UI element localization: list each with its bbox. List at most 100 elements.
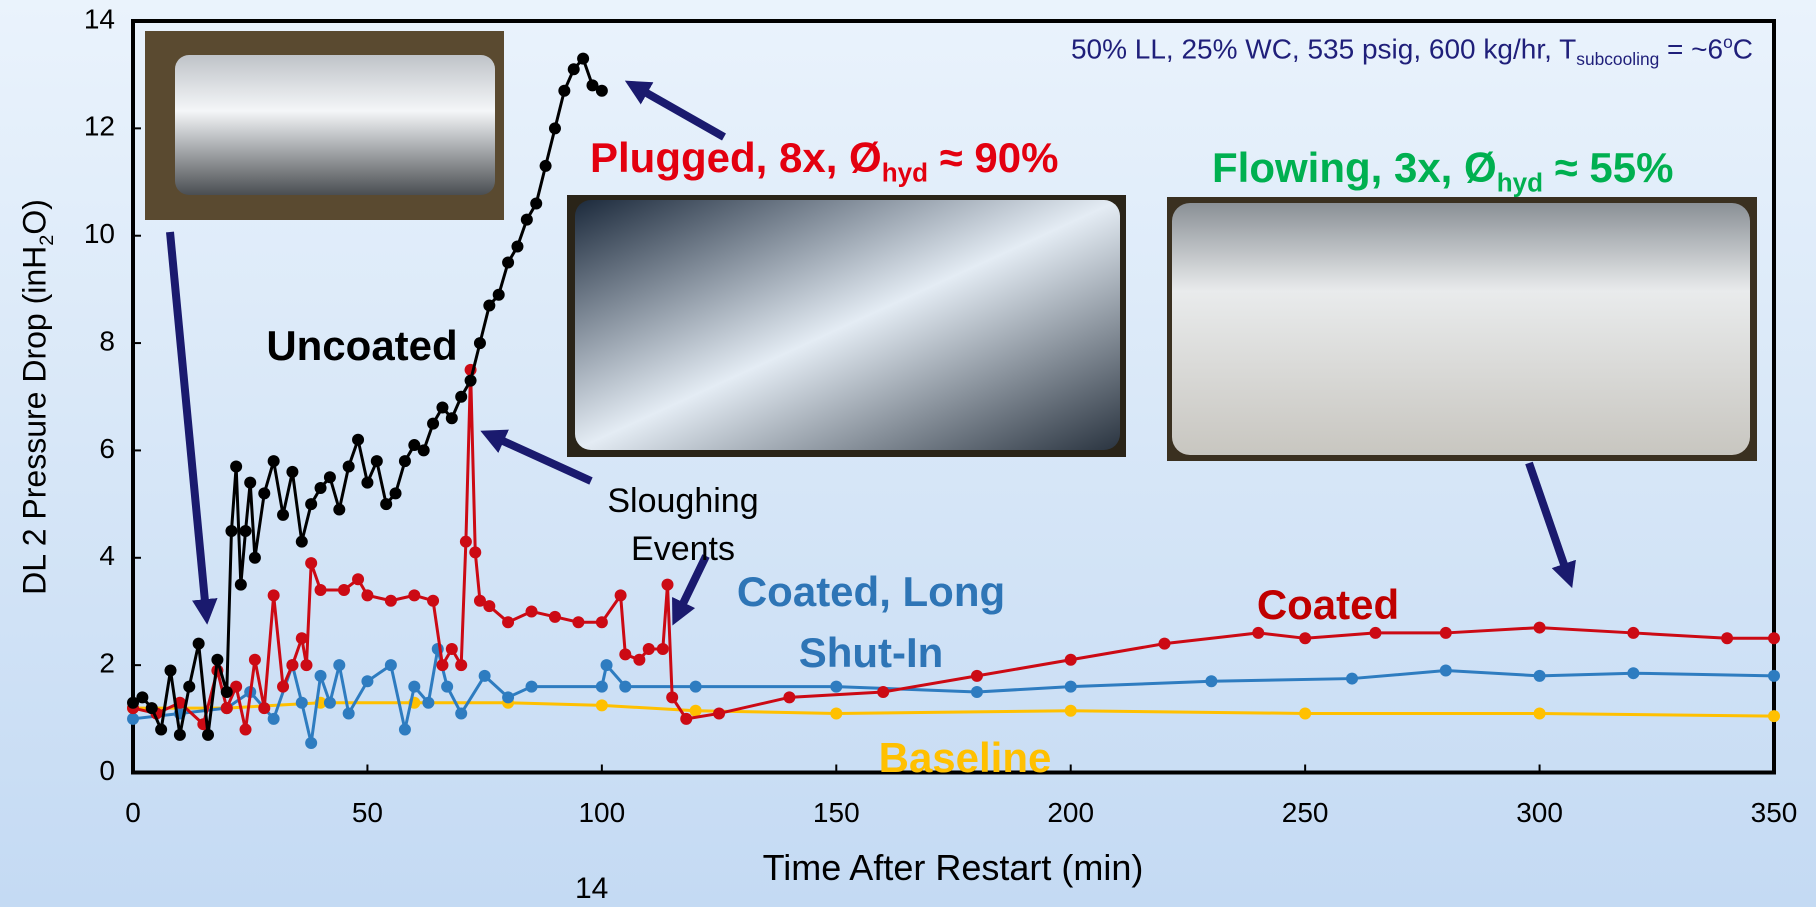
plugged-label: Plugged, 8x, Øhyd ≈ 90% [590,137,1058,185]
point [333,659,345,671]
point [333,503,345,515]
point [155,724,167,736]
point [296,697,308,709]
point [502,691,514,703]
point [502,257,514,269]
point [352,573,364,585]
point [244,477,256,489]
point [511,240,523,252]
point [572,616,584,628]
point [230,461,242,473]
flowing-label: Flowing, 3x, Øhyd ≈ 55% [1212,147,1673,195]
point [305,737,317,749]
y-tick-label: 14 [84,3,115,34]
point [422,697,434,709]
point [352,434,364,446]
point [1534,670,1546,682]
point [315,584,327,596]
point [408,681,420,693]
point [258,702,270,714]
point [408,589,420,601]
point [221,702,233,714]
series-label: Baseline [815,728,1115,789]
page-number: 14 [575,874,608,904]
point [146,702,158,714]
point [1346,673,1358,685]
point [1065,654,1077,666]
x-axis-label: Time After Restart (min) [763,850,1144,886]
point [877,686,889,698]
point [455,391,467,403]
point [380,498,392,510]
point [371,455,383,467]
point [568,63,580,75]
point [268,455,280,467]
point [1768,710,1780,722]
point [399,724,411,736]
point [324,697,336,709]
point [296,632,308,644]
point [615,589,627,601]
point [183,681,195,693]
point [596,616,608,628]
point [1158,638,1170,650]
point [174,729,186,741]
point [136,691,148,703]
conditions: 50% LL, 25% WC, 535 psig, 600 kg/hr, Tsu… [1071,34,1753,68]
point [193,638,205,650]
y-tick-label: 2 [99,648,115,679]
point [240,525,252,537]
point [324,471,336,483]
point [305,557,317,569]
point [460,536,472,548]
point [427,595,439,607]
point [1534,707,1546,719]
y-axis-label: DL 2 Pressure Drop (inH2O) [18,199,57,595]
point [343,707,355,719]
point [385,659,397,671]
point [361,589,373,601]
point [577,53,589,65]
point [286,466,298,478]
point [558,85,570,97]
point [479,670,491,682]
events-label: Sloughing Events [583,478,783,573]
point [483,299,495,311]
point [1065,681,1077,693]
x-tick-label: 350 [1751,797,1798,828]
y-tick-label: 8 [99,325,115,356]
point [1065,705,1077,717]
point [643,643,655,655]
point [526,605,538,617]
point [361,477,373,489]
point [1299,707,1311,719]
point [661,579,673,591]
point [1440,665,1452,677]
x-tick-label: 150 [813,797,860,828]
point [221,686,233,698]
x-tick-label: 100 [578,797,625,828]
point [540,160,552,172]
x-tick-label: 0 [125,797,141,828]
photo [175,55,495,195]
point [619,681,631,693]
point [235,579,247,591]
point [277,681,289,693]
point [830,707,842,719]
point [1205,675,1217,687]
point [268,713,280,725]
point [211,654,223,666]
point [1534,622,1546,634]
point [249,654,261,666]
x-tick-label: 250 [1282,797,1329,828]
point [596,681,608,693]
chart: 02468101214050100150200250300350 50% LL,… [0,0,1816,907]
point [277,509,289,521]
point [390,487,402,499]
photo [575,200,1120,450]
point [690,705,702,717]
point [1768,632,1780,644]
point [427,418,439,430]
point [549,611,561,623]
point [619,648,631,660]
